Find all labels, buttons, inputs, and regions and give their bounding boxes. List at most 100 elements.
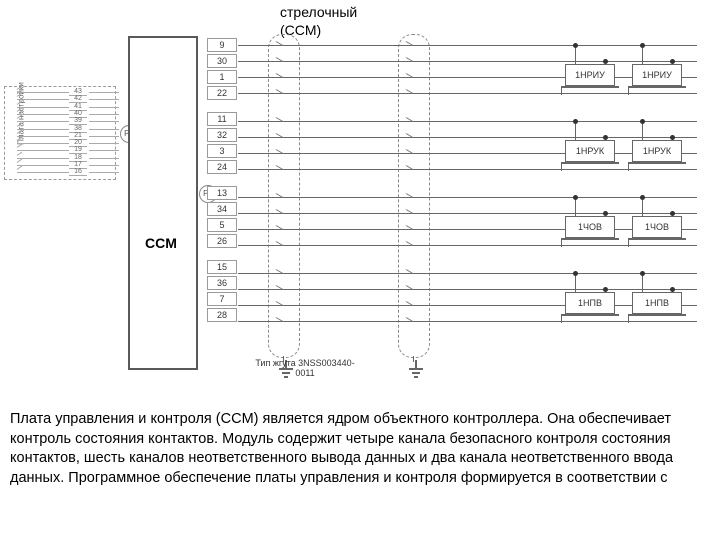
shield-tap — [276, 89, 284, 97]
shield-tap — [276, 225, 284, 233]
config-board: Плата настройки 434241403938212019181716 — [4, 86, 116, 180]
relay-box: 1НРИУ — [632, 64, 682, 86]
conductor — [238, 137, 697, 138]
relay-box: 1НРУК — [632, 140, 682, 162]
config-pin-row: 40 — [17, 111, 113, 118]
config-pin-row: 39 — [17, 118, 113, 125]
shield-tap — [276, 317, 284, 325]
junction-dot — [670, 287, 675, 292]
terminal-pin: 36 — [207, 276, 237, 290]
junction-dot — [640, 43, 645, 48]
relay-base — [628, 314, 686, 316]
shield-tap — [276, 301, 284, 309]
junction-dot — [640, 271, 645, 276]
junction-dot — [573, 271, 578, 276]
relay-base — [561, 86, 619, 88]
relay-base — [561, 238, 619, 240]
ccm-block — [128, 36, 198, 370]
conductor — [238, 77, 697, 78]
config-pin-row: 41 — [17, 104, 113, 111]
ccm-label: CCM — [128, 235, 194, 251]
relay-lead — [561, 86, 562, 95]
terminal-pin: 15 — [207, 260, 237, 274]
relay-lead — [561, 162, 562, 171]
shield-tap — [406, 73, 414, 81]
junction-dot — [603, 211, 608, 216]
relay-box: 1НПВ — [632, 292, 682, 314]
relay-base — [561, 162, 619, 164]
shield-tap — [406, 57, 414, 65]
junction-dot — [670, 211, 675, 216]
shield-tap — [406, 165, 414, 173]
relay-base — [628, 162, 686, 164]
config-pin-row: 19 — [17, 147, 113, 154]
terminal-pin: 5 — [207, 218, 237, 232]
shield-tap — [406, 317, 414, 325]
shield-tap — [276, 133, 284, 141]
terminal-column: 930122113232413345261536728 — [207, 38, 237, 324]
config-pin-row: 43 — [17, 89, 113, 96]
config-pin-row: 21 — [17, 133, 113, 140]
shield-tap — [276, 209, 284, 217]
shield-tap — [406, 133, 414, 141]
conductor — [238, 197, 697, 198]
terminal-pin: 30 — [207, 54, 237, 68]
terminal-pin: 11 — [207, 112, 237, 126]
caption-text: Плата управления и контроля (CCM) являет… — [10, 410, 710, 488]
terminal-pin: 7 — [207, 292, 237, 306]
shield-tap — [406, 301, 414, 309]
terminal-pin: 13 — [207, 186, 237, 200]
shield-tap — [276, 117, 284, 125]
junction-dot — [573, 195, 578, 200]
shield-tap — [276, 73, 284, 81]
conductor — [238, 229, 697, 230]
shield-tap — [406, 285, 414, 293]
harness-label: Тип жгута 3NSS003440-0011 — [250, 358, 360, 378]
config-pin-row: 16 — [17, 169, 113, 176]
relay-box: 1ЧОВ — [565, 216, 615, 238]
config-pin-row: 17 — [17, 162, 113, 169]
relay-lead — [561, 238, 562, 247]
relay-box: 1ЧОВ — [632, 216, 682, 238]
wiring-diagram: стрелочный (CCM) Плата настройки 4342414… — [0, 0, 720, 400]
shield-tap — [406, 41, 414, 49]
terminal-pin: 1 — [207, 70, 237, 84]
shield-tap — [406, 193, 414, 201]
terminal-pin: 24 — [207, 160, 237, 174]
conductor — [238, 45, 697, 46]
relay-box: 1НРИУ — [565, 64, 615, 86]
shield-tap — [276, 165, 284, 173]
shield-tap — [276, 193, 284, 201]
config-pin-row: 18 — [17, 155, 113, 162]
conductor — [238, 153, 697, 154]
relay-lead — [628, 238, 629, 247]
shield-tap — [406, 225, 414, 233]
conductor — [238, 273, 697, 274]
shield-tap — [406, 89, 414, 97]
conductor — [238, 213, 697, 214]
junction-dot — [603, 287, 608, 292]
shield-tap — [276, 241, 284, 249]
conductor — [238, 289, 697, 290]
wire-area: 1НРИУ1НРИУ1НРУК1НРУК1ЧОВ1ЧОВ1НПВ1НПВ — [238, 38, 718, 368]
shield-tap — [276, 269, 284, 277]
junction-dot — [603, 59, 608, 64]
junction-dot — [573, 119, 578, 124]
diagram-title-1: стрелочный — [280, 4, 357, 20]
terminal-pin: 26 — [207, 234, 237, 248]
shield-tap — [276, 149, 284, 157]
cable-shield-1 — [268, 34, 300, 358]
config-pin-row: 20 — [17, 140, 113, 147]
shield-tap — [276, 57, 284, 65]
relay-lead — [628, 86, 629, 95]
relay-box: 1НРУК — [565, 140, 615, 162]
terminal-pin: 9 — [207, 38, 237, 52]
shield-tap — [406, 117, 414, 125]
terminal-pin: 34 — [207, 202, 237, 216]
relay-lead — [628, 314, 629, 323]
junction-dot — [670, 59, 675, 64]
conductor — [238, 121, 697, 122]
conductor — [238, 305, 697, 306]
terminal-pin: 3 — [207, 144, 237, 158]
junction-dot — [640, 195, 645, 200]
